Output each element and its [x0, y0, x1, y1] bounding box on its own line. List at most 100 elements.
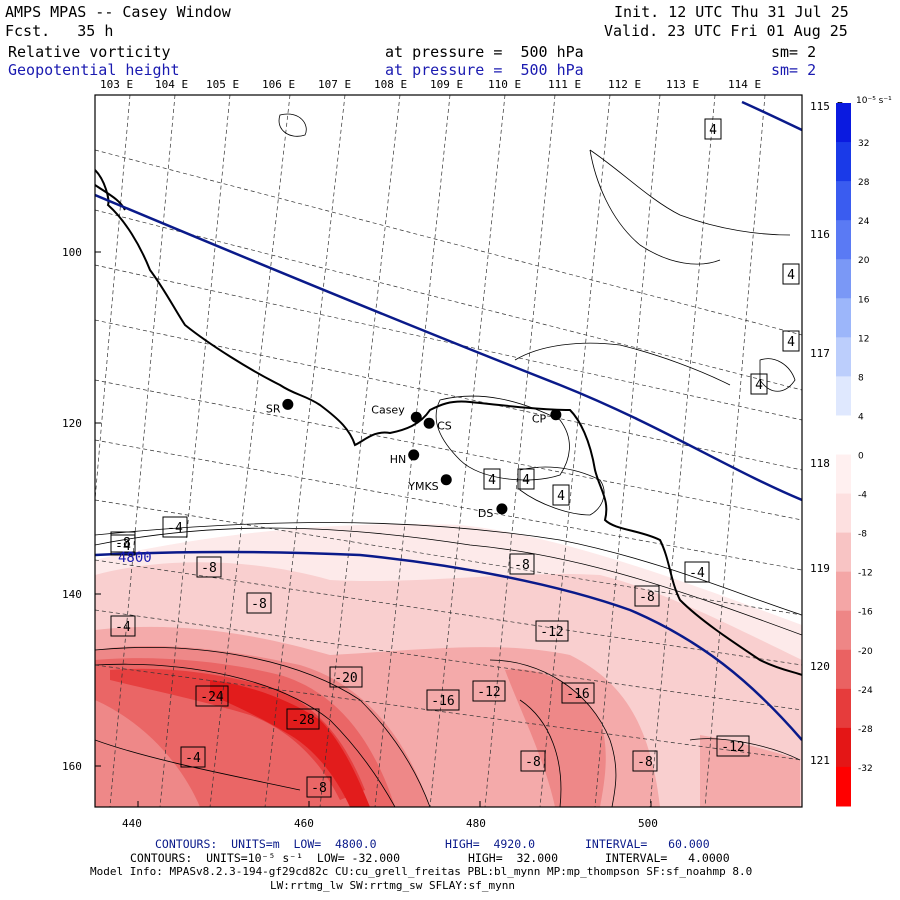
lon-label: 118 E — [810, 457, 843, 470]
contour-label-box — [196, 556, 222, 578]
lon-label: 121 E — [810, 754, 843, 767]
contour-label: -4 — [689, 566, 705, 581]
lon-label: 103 E — [100, 78, 133, 91]
lon-label: 116 E — [810, 228, 843, 241]
lon-label: 114 E — [728, 78, 761, 91]
contour-label-box — [509, 553, 535, 575]
height-contour-4800 — [95, 550, 802, 741]
station-marker — [423, 417, 435, 429]
contour-label: 4 — [557, 489, 565, 504]
contour-label-box — [329, 666, 363, 688]
colorbar-swatch — [836, 415, 851, 455]
station-label: YMKS — [407, 480, 438, 493]
y-tick-label: 100 — [62, 246, 82, 259]
colorbar-level-label: 20 — [858, 256, 870, 266]
colorbar-level-label: 8 — [858, 373, 864, 383]
contour-label-box — [520, 750, 546, 772]
station-marker — [550, 409, 562, 421]
station-marker — [282, 398, 294, 410]
field1-smoothing: sm= 2 — [771, 43, 817, 61]
contour-label-box — [246, 592, 272, 614]
colorbar-swatch — [836, 181, 851, 221]
station-label: CP — [532, 413, 547, 426]
contour-label: -20 — [334, 671, 357, 686]
y-tick-label: 120 — [62, 417, 82, 430]
colorbar-level-label: -20 — [858, 647, 873, 657]
x-tick-label: 480 — [466, 817, 486, 830]
contour-label-box — [716, 735, 750, 757]
colorbar-swatch — [836, 454, 851, 495]
contour-label: -8 — [201, 561, 217, 576]
field2-smoothing: sm= 2 — [771, 61, 817, 79]
contour-label: -8 — [525, 755, 541, 770]
lon-label: 104 E — [155, 78, 188, 91]
model-info-radiation: LW:rrtmg_lw SW:rrtmg_sw SFLAY:sf_mynn — [270, 879, 516, 892]
colorbar-level-label: 12 — [858, 334, 869, 344]
colorbar-swatch — [836, 220, 851, 260]
station-label: CS — [437, 419, 452, 432]
colorbar-level-label: -12 — [858, 569, 873, 579]
colorbar-swatch — [836, 532, 851, 573]
contour-label: -28 — [291, 713, 314, 728]
lon-label: 117 E — [810, 347, 843, 360]
colorbar-level-label: -8 — [858, 530, 867, 540]
lon-label: 119 E — [810, 562, 843, 575]
colorbar-unit: 10⁻⁵ s⁻¹ — [856, 96, 892, 106]
colorbar-swatch — [836, 688, 851, 729]
colorbar: 32 28 24 20 16 12 8 4 0 -4 -8 -12 -16 -20 -24 -28 -32 — [836, 103, 873, 807]
vort-band-minus12-east — [700, 735, 800, 807]
contour-label: -8 — [514, 558, 530, 573]
contour-label: -8 — [115, 536, 131, 551]
contour-label: -24 — [200, 690, 224, 705]
contour-label: -8 — [311, 781, 327, 796]
contour-label: -12 — [540, 625, 563, 640]
station-marker — [408, 449, 420, 461]
y-tick-label: 160 — [62, 760, 82, 773]
colorbar-swatch — [836, 376, 851, 416]
contour-label-box — [162, 516, 188, 538]
height-contour-north — [95, 193, 802, 502]
colorbar-level-label: -4 — [858, 491, 867, 501]
contour-label: -4 — [115, 539, 131, 554]
contour-label-box — [110, 531, 136, 553]
model-info: Model Info: MPASv8.2.3-194-gf29cd82c CU:… — [90, 865, 753, 878]
contour-label: -8 — [637, 755, 653, 770]
colorbar-swatch — [836, 571, 851, 612]
colorbar-swatch — [836, 610, 851, 651]
colorbar-level-label: -28 — [858, 725, 873, 735]
contour-label-box — [483, 468, 501, 490]
contour-label: 4 — [488, 473, 496, 488]
coastline — [95, 169, 802, 676]
contour-label: -8 — [639, 590, 655, 605]
contour-label-box — [110, 615, 136, 637]
contour-label-box — [472, 680, 506, 702]
colorbar-swatch — [836, 142, 851, 182]
contour-label: 4 — [709, 123, 717, 138]
colorbar-level-label: -24 — [858, 686, 873, 696]
init-time: Init. 12 UTC Thu 31 Jul 25 — [614, 3, 849, 21]
colorbar-level-label: 32 — [858, 139, 869, 149]
lon-label: 111 E — [548, 78, 581, 91]
vort-band-minus28 — [210, 680, 370, 807]
contour-label: -16 — [566, 687, 589, 702]
contour-label: 4 — [522, 473, 530, 488]
contour-label: -16 — [431, 694, 454, 709]
station-label: SR — [266, 402, 281, 415]
contour-label-box — [306, 776, 332, 798]
contour-label-box — [517, 468, 535, 490]
contour-label: -4 — [185, 751, 201, 766]
contour-label-box — [535, 620, 569, 642]
lon-label: 108 E — [374, 78, 407, 91]
contour-label-box — [552, 484, 570, 506]
y-tick-label: 140 — [62, 588, 82, 601]
vort-contour-interval: INTERVAL= 4.0000 — [605, 851, 730, 865]
lon-label: 110 E — [488, 78, 521, 91]
vort-contour-info: CONTOURS: UNITS=10⁻⁵ s⁻¹ LOW= -32.000 — [130, 851, 401, 865]
forecast-hour: Fcst. 35 h — [5, 22, 114, 40]
contour-label-box — [684, 561, 710, 583]
station-label: HN — [390, 453, 407, 466]
station-marker — [440, 474, 452, 486]
model-title: AMPS MPAS -- Casey Window — [5, 3, 231, 21]
colorbar-level-label: 28 — [858, 178, 870, 188]
